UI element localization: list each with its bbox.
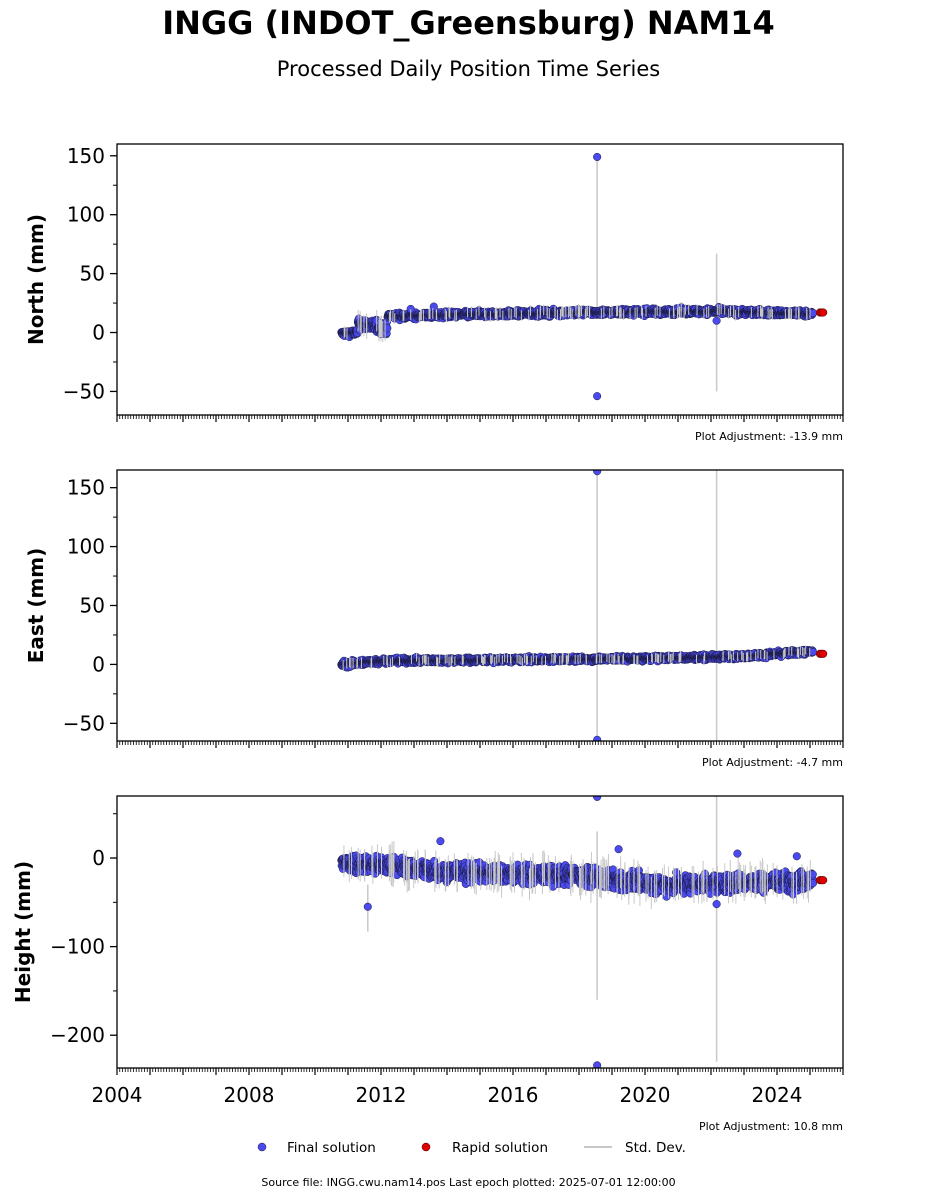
final-point-outlier — [593, 470, 602, 476]
y-axis-label: North (mm) — [24, 214, 48, 345]
y-tick-label: 150 — [67, 144, 105, 168]
axes-frame — [116, 143, 844, 416]
final-point-outlier — [429, 302, 438, 311]
y-tick-label: 0 — [92, 652, 105, 676]
rapid-point — [819, 649, 828, 658]
y-tick-label: 50 — [80, 262, 105, 286]
plot-adjustment-label: Plot Adjustment: -13.9 mm — [695, 430, 843, 443]
final-solution-series — [337, 152, 818, 401]
final-point-outlier — [593, 392, 602, 401]
y-tick-label: 0 — [92, 321, 105, 345]
rapid-point — [819, 308, 828, 317]
plot-area — [337, 152, 828, 401]
final-solution-series — [337, 470, 818, 741]
y-tick-label: −50 — [63, 379, 105, 403]
plot-adjustment-label: Plot Adjustment: -4.7 mm — [702, 756, 843, 769]
y-tick-label: 50 — [80, 594, 105, 618]
y-axis-label: East (mm) — [24, 548, 48, 664]
axes-frame — [116, 469, 844, 742]
y-tick-label: 100 — [67, 535, 105, 559]
final-solution-series — [337, 796, 818, 1068]
page-subtitle: Processed Daily Position Time Series — [276, 57, 661, 81]
page-title: INGG (INDOT_Greensburg) NAM14 — [162, 4, 775, 42]
final-point-outlier — [593, 152, 602, 162]
final-point — [808, 647, 818, 657]
plot-area — [337, 470, 828, 741]
chart-panels: −50 0 50 100 150 North (mm) Plot Adjustment: -… — [11, 143, 844, 1133]
plot-area — [337, 796, 828, 1068]
panel-1: −50 0 50 100 150 North (mm) Plot Adjustment: -… — [24, 143, 844, 443]
y-tick-label: 150 — [67, 476, 105, 500]
final-point-outlier — [712, 316, 721, 325]
y-tick-label: −50 — [63, 711, 105, 735]
final-point-outlier — [593, 735, 602, 741]
panel-2: −50 0 50 100 150 East (mm) Plot Adjustment: -4… — [24, 469, 844, 769]
y-tick-label: 100 — [67, 203, 105, 227]
